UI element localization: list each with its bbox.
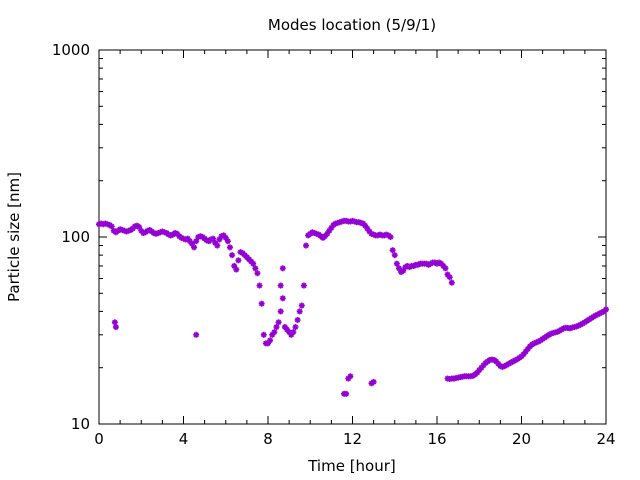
x-tick-label: 8 xyxy=(263,430,273,448)
data-point xyxy=(290,329,297,336)
data-point xyxy=(235,257,242,264)
data-point xyxy=(294,316,301,323)
y-tick-label: 100 xyxy=(61,228,90,246)
data-point xyxy=(446,274,453,281)
data-point xyxy=(226,244,233,251)
tick-labels: 0 4 8 12 16 20 24 10 100 1000 xyxy=(52,41,616,448)
data-point xyxy=(191,244,198,251)
data-point xyxy=(254,270,261,277)
data-point xyxy=(292,324,299,331)
y-tick-label: 10 xyxy=(71,415,90,433)
x-tick-label: 20 xyxy=(512,430,531,448)
data-point xyxy=(279,295,286,302)
data-point xyxy=(347,373,354,380)
data-point xyxy=(108,223,115,230)
y-tick-label: 1000 xyxy=(52,41,90,59)
data-point xyxy=(343,390,350,397)
x-tick-label: 0 xyxy=(94,430,104,448)
data-point xyxy=(112,324,119,331)
data-point xyxy=(393,260,400,267)
data-point xyxy=(256,282,263,289)
data-point xyxy=(298,302,305,309)
plot-frame xyxy=(98,49,607,425)
data-point xyxy=(277,282,284,289)
x-tick-label: 16 xyxy=(427,430,446,448)
y-axis-label: Particle size [nm] xyxy=(5,172,23,302)
data-point xyxy=(277,308,284,315)
chart-title: Modes location (5/9/1) xyxy=(268,16,436,34)
data-point xyxy=(260,331,267,338)
data-point xyxy=(275,319,282,326)
data-point xyxy=(370,378,377,385)
data-point xyxy=(603,306,609,313)
data-point xyxy=(448,279,455,286)
x-axis-label: Time [hour] xyxy=(307,457,396,475)
axis-ticks xyxy=(98,49,607,425)
data-point xyxy=(229,252,236,259)
data-point xyxy=(303,242,310,249)
data-point xyxy=(391,252,398,259)
data-point xyxy=(111,319,118,326)
data-point xyxy=(233,266,240,273)
data-point xyxy=(258,300,265,307)
data-point xyxy=(224,238,231,245)
data-point xyxy=(271,329,278,336)
data-point xyxy=(193,331,200,338)
data-point xyxy=(279,265,286,272)
data-point xyxy=(214,242,221,249)
data-point xyxy=(273,324,280,331)
data-points xyxy=(96,217,609,397)
data-point xyxy=(250,260,257,267)
data-point xyxy=(442,265,449,272)
x-tick-label: 12 xyxy=(343,430,362,448)
data-point xyxy=(252,265,259,272)
x-tick-label: 24 xyxy=(596,430,615,448)
x-tick-label: 4 xyxy=(179,430,189,448)
data-point xyxy=(296,308,303,315)
data-point xyxy=(267,337,274,344)
data-point xyxy=(300,282,307,289)
data-point xyxy=(389,247,396,254)
data-point xyxy=(387,234,394,240)
